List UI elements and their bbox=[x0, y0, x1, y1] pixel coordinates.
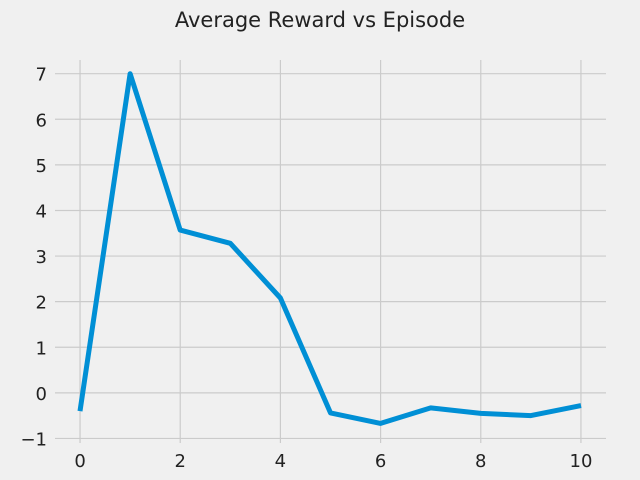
chart-title: Average Reward vs Episode bbox=[175, 8, 465, 32]
y-tick-label: 4 bbox=[36, 201, 47, 222]
x-axis-ticks: 0 2 4 6 8 10 bbox=[74, 451, 592, 472]
x-tick-label: 2 bbox=[175, 451, 186, 472]
y-tick-label: 2 bbox=[36, 293, 47, 314]
y-tick-label: 7 bbox=[36, 65, 47, 86]
series-line bbox=[80, 74, 581, 424]
series-group bbox=[80, 74, 581, 424]
x-tick-label: 0 bbox=[74, 451, 85, 472]
y-axis-ticks: −1 0 1 2 3 4 5 6 7 bbox=[20, 65, 47, 451]
y-tick-label: 3 bbox=[36, 247, 47, 268]
y-tick-label: 5 bbox=[36, 156, 47, 177]
y-tick-label: 1 bbox=[36, 338, 47, 359]
x-tick-label: 4 bbox=[275, 451, 286, 472]
x-tick-label: 6 bbox=[375, 451, 386, 472]
y-tick-label: −1 bbox=[20, 429, 47, 450]
grid bbox=[55, 60, 606, 443]
x-tick-label: 8 bbox=[475, 451, 486, 472]
y-tick-label: 0 bbox=[36, 384, 47, 405]
x-tick-label: 10 bbox=[570, 451, 593, 472]
y-tick-label: 6 bbox=[36, 110, 47, 131]
